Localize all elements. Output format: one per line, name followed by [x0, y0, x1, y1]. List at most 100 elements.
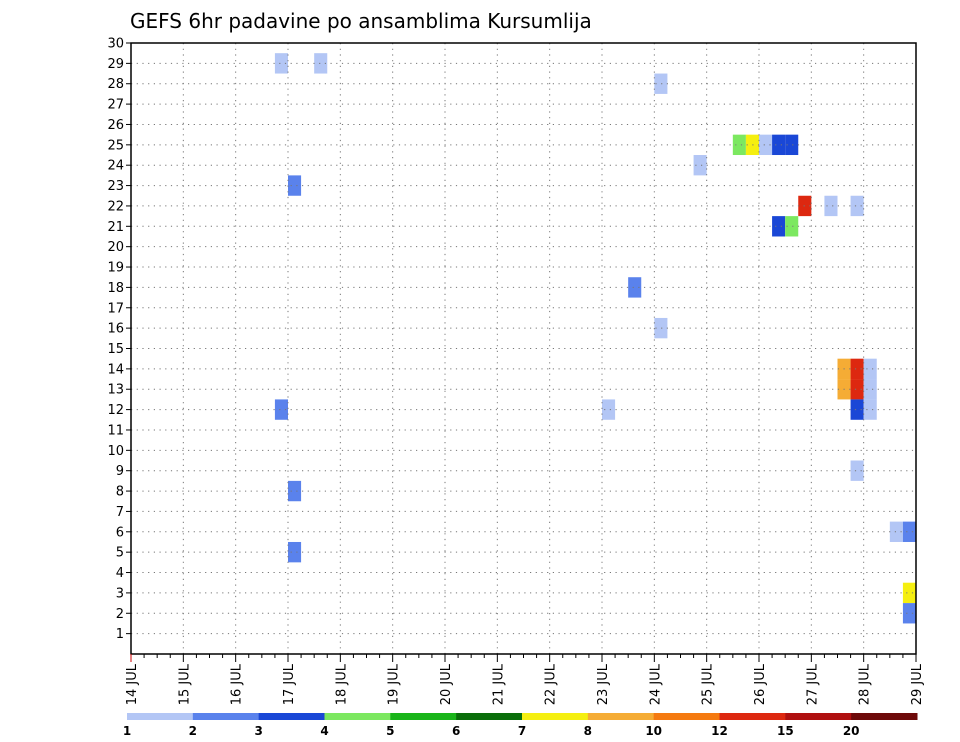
precip-cell: [902, 582, 916, 604]
precip-cell: [288, 480, 302, 502]
y-tick-label: 19: [107, 261, 124, 276]
y-tick-label: 15: [107, 342, 124, 357]
colorbar: 1 2 3 4 5 6 7 8 10 12 15 20: [123, 713, 918, 738]
y-tick-label: 14: [107, 362, 124, 377]
precip-cell: [863, 399, 877, 420]
y-tick-label: 30: [107, 37, 124, 52]
y-tick-label: 2: [116, 607, 124, 622]
y-tick-label: 7: [116, 505, 124, 520]
precip-cell: [654, 73, 668, 94]
y-tick-label: 23: [107, 179, 124, 194]
y-axis: 1234567891011121314151617181920212223242…: [107, 37, 131, 642]
chart-title: GEFS 6hr padavine po ansamblima Kursumli…: [130, 9, 592, 33]
precip-cell: [824, 195, 838, 217]
y-tick-label: 18: [107, 281, 124, 296]
x-tick-label: 15 JUL: [177, 663, 192, 705]
colorbar-segment: [258, 713, 325, 720]
y-tick-label: 9: [116, 464, 124, 479]
precip-cell: [654, 317, 668, 339]
precip-cell: [288, 175, 302, 196]
x-tick-label: 26 JUL: [753, 663, 768, 705]
y-tick-label: 4: [116, 566, 124, 581]
y-tick-label: 22: [107, 199, 124, 214]
y-tick-label: 29: [107, 57, 124, 72]
precip-cell: [850, 460, 864, 481]
colorbar-label: 2: [189, 724, 197, 738]
x-axis: 14 JUL 15 JUL 16 JUL 17 JUL 18 JUL 19 JUL 20 J…: [125, 654, 925, 705]
y-tick-label: 12: [107, 403, 124, 418]
x-tick-label: 17 JUL: [282, 663, 297, 705]
x-tick-label: 25 JUL: [701, 663, 716, 705]
precip-cell: [274, 53, 288, 74]
colorbar-label: 12: [711, 724, 728, 738]
y-tick-label: 8: [116, 485, 124, 500]
precip-cell: [602, 399, 616, 420]
y-tick-label: 6: [116, 525, 124, 540]
precip-cell: [850, 399, 864, 420]
y-tick-label: 21: [107, 220, 124, 235]
colorbar-label: 7: [518, 724, 526, 738]
colorbar-label: 6: [452, 724, 460, 738]
y-tick-label: 24: [107, 159, 124, 174]
y-tick-label: 11: [107, 423, 124, 438]
precip-cell: [785, 216, 799, 237]
colorbar-segment: [456, 713, 523, 720]
precip-cell: [772, 216, 786, 237]
y-tick-label: 16: [107, 322, 124, 337]
x-tick-label: 16 JUL: [230, 663, 245, 705]
precip-cell: [850, 379, 864, 400]
precip-cell: [785, 134, 799, 156]
colorbar-segment: [719, 713, 786, 720]
precip-cell: [628, 277, 642, 298]
x-tick-label: 22 JUL: [544, 663, 559, 705]
colorbar-label: 10: [645, 724, 662, 738]
colorbar-segment: [851, 713, 918, 720]
precip-cell: [772, 134, 786, 156]
x-tick-label: 19 JUL: [387, 663, 402, 705]
colorbar-segment: [324, 713, 391, 720]
x-tick-label: 18 JUL: [334, 663, 349, 705]
precipitation-cells: [274, 53, 916, 624]
y-tick-label: 27: [107, 98, 124, 113]
x-tick-label: 28 JUL: [858, 663, 873, 705]
colorbar-segment: [785, 713, 852, 720]
precip-cell: [759, 134, 773, 156]
precip-cell: [863, 358, 877, 380]
x-tick-label: 24 JUL: [648, 663, 663, 705]
colorbar-label: 8: [584, 724, 592, 738]
colorbar-label: 3: [254, 724, 262, 738]
y-tick-label: 13: [107, 383, 124, 398]
x-tick-label: 20 JUL: [439, 663, 454, 705]
colorbar-segment: [587, 713, 655, 720]
x-tick-label: 27 JUL: [805, 663, 820, 705]
colorbar-segment: [192, 713, 260, 720]
colorbar-label: 15: [777, 724, 794, 738]
y-tick-label: 28: [107, 77, 124, 92]
precip-cell: [902, 603, 916, 624]
colorbar-label: 1: [123, 724, 131, 738]
precip-cell: [850, 358, 864, 380]
x-tick-label: 21 JUL: [491, 663, 506, 705]
precip-cell: [693, 155, 707, 176]
colorbar-label: 20: [843, 724, 860, 738]
y-tick-label: 3: [116, 586, 124, 601]
y-tick-label: 26: [107, 118, 124, 133]
y-tick-label: 10: [107, 444, 124, 459]
precip-cell: [314, 53, 328, 74]
x-tick-label: 29 JUL: [910, 663, 925, 705]
colorbar-segment: [390, 713, 457, 720]
precip-cell: [863, 379, 877, 400]
y-tick-label: 1: [116, 627, 124, 642]
precip-cell: [902, 521, 916, 542]
colorbar-label: 5: [386, 724, 394, 738]
precip-cell: [889, 521, 903, 542]
x-tick-label: 23 JUL: [596, 663, 611, 705]
precip-cell: [850, 195, 864, 217]
precip-cell: [732, 134, 746, 156]
y-tick-label: 5: [116, 546, 124, 561]
y-tick-label: 25: [107, 138, 124, 153]
x-tick-label: 14 JUL: [125, 663, 140, 705]
colorbar-label: 4: [320, 724, 328, 738]
colorbar-segment: [522, 713, 589, 720]
